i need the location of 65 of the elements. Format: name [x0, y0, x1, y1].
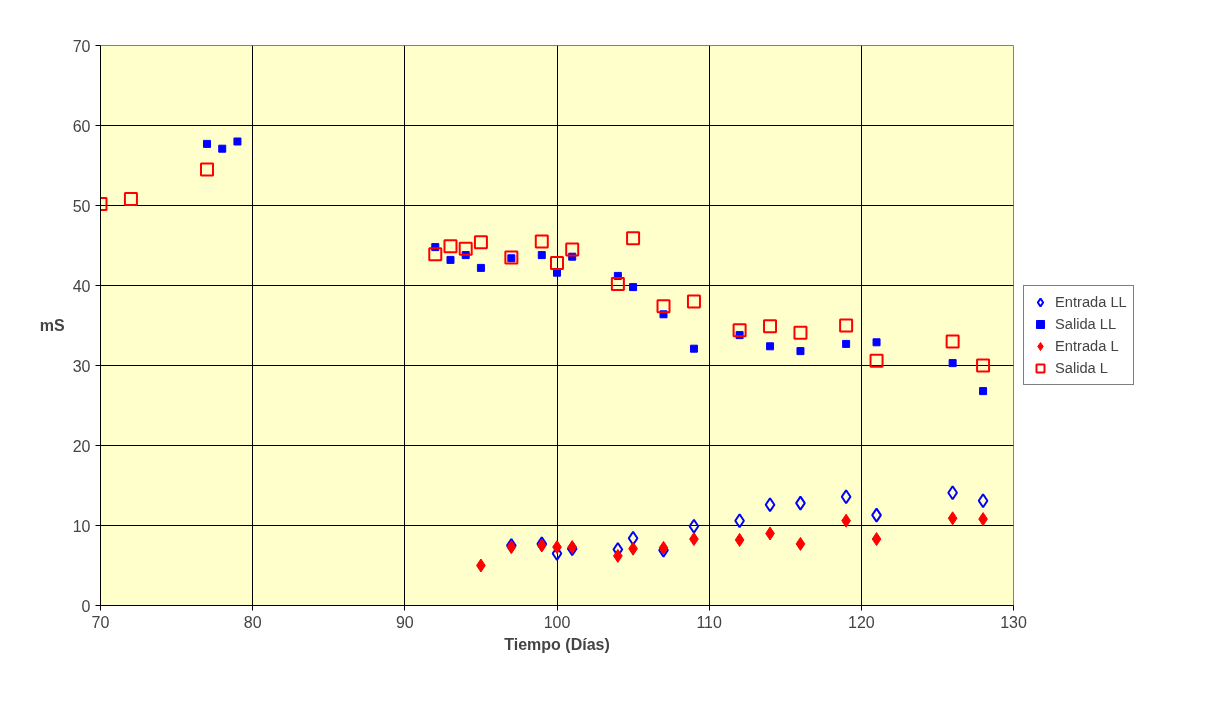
legend-label: Entrada L — [1055, 338, 1119, 354]
point — [947, 511, 958, 526]
y-tick-label: 20 — [72, 437, 91, 455]
y-tick-label: 10 — [72, 517, 91, 535]
point — [473, 235, 488, 250]
point — [689, 344, 698, 353]
point — [565, 242, 580, 257]
point — [793, 325, 808, 340]
x-tick-label: 70 — [91, 613, 110, 631]
point — [428, 247, 443, 262]
point — [688, 518, 700, 534]
point — [476, 263, 485, 272]
point — [218, 144, 227, 153]
point — [446, 255, 455, 264]
point — [871, 532, 882, 547]
point — [504, 250, 519, 265]
y-tick-label: 50 — [72, 197, 91, 215]
point — [976, 358, 991, 373]
point — [458, 241, 473, 256]
y-tick-label: 30 — [72, 357, 91, 375]
y-tick-label: 0 — [81, 597, 91, 615]
x-tick-label: 90 — [395, 613, 414, 631]
point — [764, 497, 776, 513]
point — [123, 192, 138, 207]
x-tick-label: 120 — [847, 613, 875, 631]
point — [869, 353, 884, 368]
point — [872, 338, 881, 347]
point — [550, 256, 564, 271]
point — [732, 323, 747, 338]
point — [766, 342, 775, 351]
point — [948, 359, 957, 368]
point — [656, 299, 671, 314]
y-tick-label: 60 — [72, 117, 91, 135]
point — [763, 319, 778, 334]
point — [233, 137, 242, 146]
point — [534, 234, 549, 249]
x-tick-label: 100 — [543, 613, 571, 631]
x-tick-label: 130 — [1000, 613, 1027, 631]
legend-label: Entrada LL — [1055, 294, 1127, 310]
x-axis-title: Tiempo (Días) — [504, 635, 610, 653]
point — [842, 339, 851, 348]
point — [610, 276, 625, 291]
point — [443, 239, 458, 254]
point — [200, 162, 215, 177]
y-axis-title: mS — [39, 317, 66, 334]
legend-label: Salida L — [1055, 360, 1108, 376]
point — [796, 347, 805, 356]
point — [734, 532, 745, 547]
point — [626, 231, 641, 246]
x-tick-label: 110 — [696, 613, 723, 631]
point — [979, 387, 988, 396]
point — [795, 536, 806, 551]
point — [629, 283, 638, 292]
legend-label: Salida LL — [1055, 316, 1117, 332]
point — [537, 251, 546, 260]
point — [977, 493, 989, 509]
point — [945, 334, 960, 349]
point — [686, 294, 701, 309]
point — [627, 530, 639, 546]
x-tick-label: 80 — [243, 613, 262, 631]
point — [839, 318, 854, 333]
point — [840, 489, 852, 505]
y-tick-label: 40 — [72, 277, 91, 295]
y-tick-label: 70 — [72, 37, 91, 55]
point — [203, 139, 212, 148]
